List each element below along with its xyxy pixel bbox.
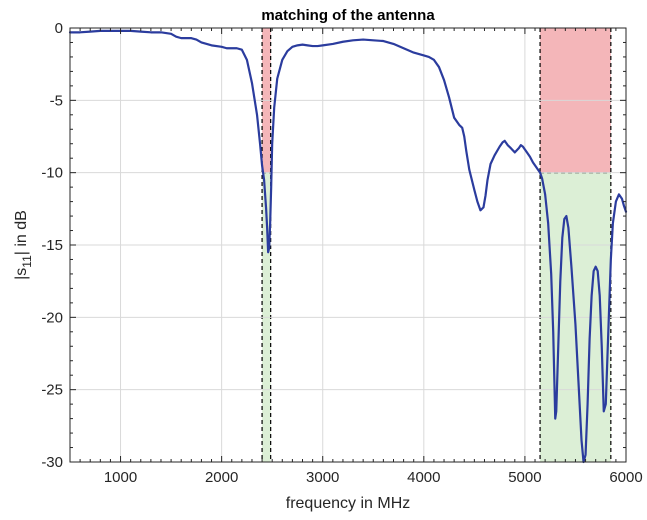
y-tick-label: 0 — [55, 20, 63, 37]
x-tick-label: 6000 — [609, 469, 642, 486]
y-tick-label: -15 — [41, 237, 63, 254]
y-axis-label-rest: | in dB — [13, 210, 30, 255]
y-tick-label: -5 — [50, 92, 63, 109]
series-line-1 — [68, 29, 628, 464]
y-tick-label: -20 — [41, 309, 63, 326]
x-tick-label: 3000 — [306, 469, 339, 486]
x-tick-label: 4000 — [407, 469, 440, 486]
y-axis-label-main: |s — [13, 268, 30, 280]
data-series — [68, 29, 628, 464]
x-tick-label: 5000 — [508, 469, 541, 486]
chart-title: matching of the antenna — [261, 7, 435, 24]
y-axis-label-subscript: 11 — [20, 255, 34, 268]
y-axis-label: |s11| in dB — [13, 210, 34, 280]
y-tick-label: -25 — [41, 382, 63, 399]
x-axis-label: frequency in MHz — [286, 495, 411, 512]
axis-ticks: 1000 2000 3000 4000 5000 6000 0 -5 -10 -15 -20 -25 -… — [41, 20, 642, 486]
y-tick-label: -10 — [41, 165, 63, 182]
y-tick-label: -30 — [41, 454, 63, 471]
x-tick-label: 2000 — [205, 469, 238, 486]
x-tick-label: 1000 — [104, 469, 137, 486]
